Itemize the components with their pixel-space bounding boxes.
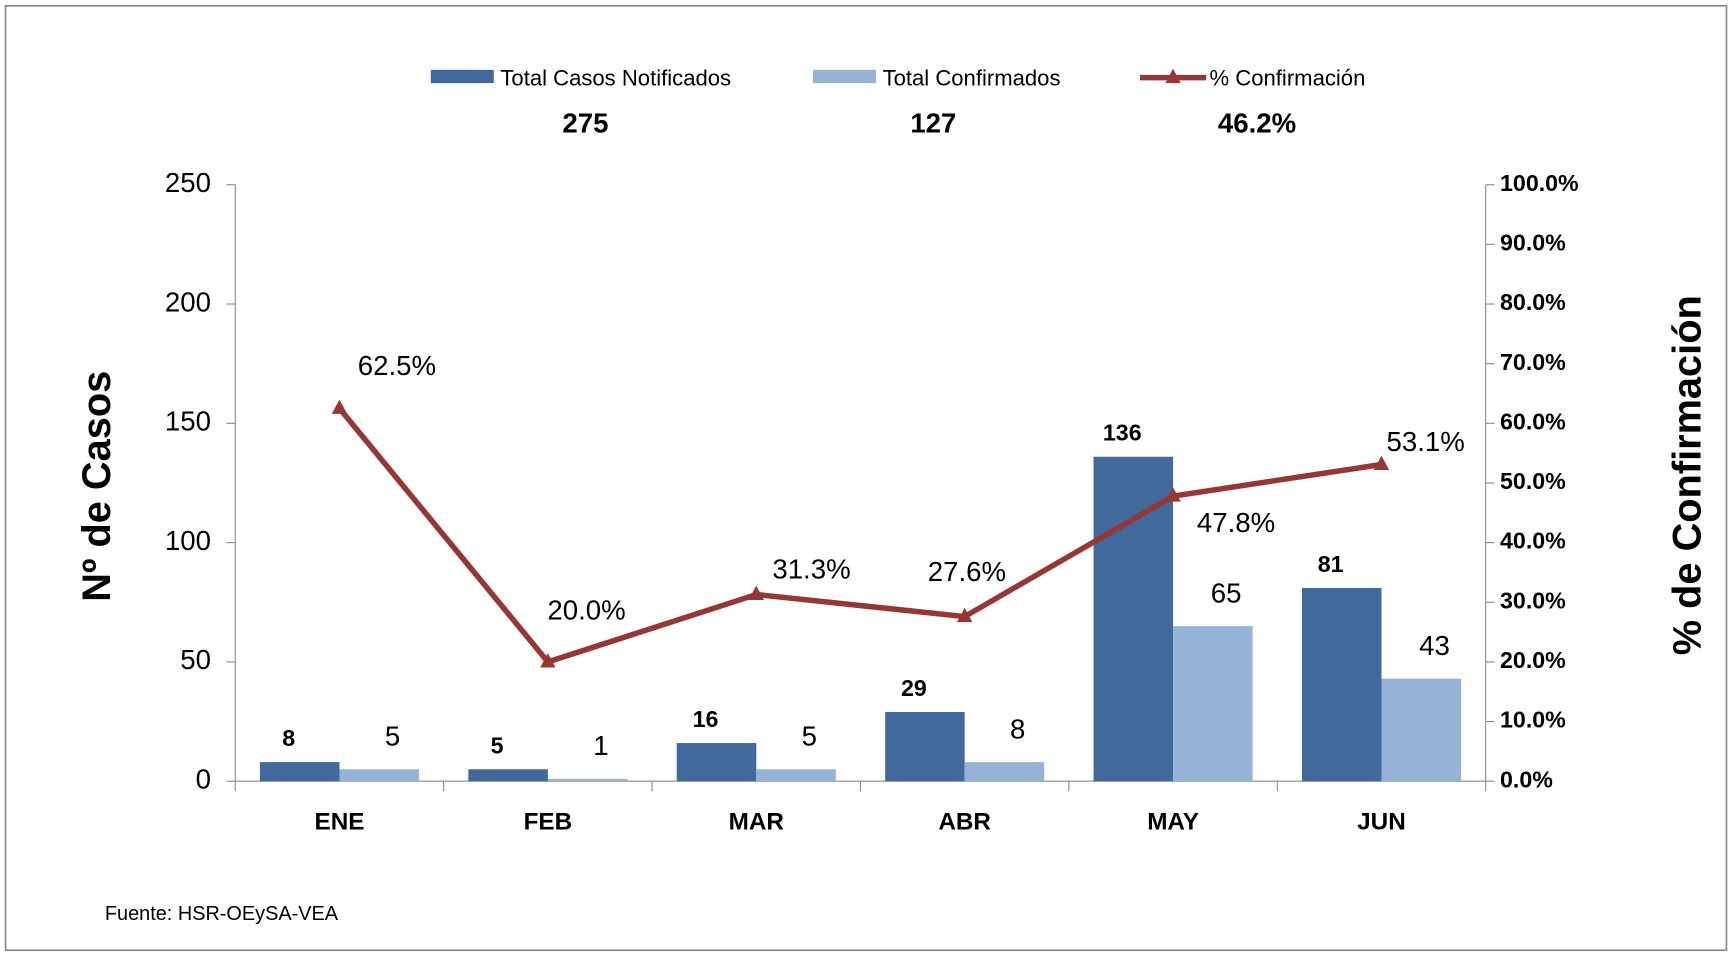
line-marker (331, 399, 348, 414)
y-axis-label: Nº de Casos (75, 371, 119, 602)
y2-axis-label: % de Confirmación (1666, 295, 1710, 655)
bar (259, 762, 340, 782)
line-label: 47.8% (1197, 507, 1275, 538)
y2-tick-label: 50.0% (1500, 468, 1566, 494)
y2-tick-label: 100.0% (1500, 170, 1579, 196)
bar (1093, 456, 1174, 782)
line (337, 406, 1382, 666)
line-marker (956, 607, 973, 623)
data-label: 43 (1419, 630, 1450, 661)
y-tick-label: 0 (196, 764, 211, 795)
line-label: 31.3% (772, 554, 850, 585)
data-label: 5 (802, 721, 817, 752)
bar (885, 712, 965, 782)
x-tick-label: JUN (1357, 809, 1406, 836)
y-tick-label: 200 (165, 286, 211, 317)
data-label: 8 (1010, 713, 1025, 744)
bar (339, 769, 420, 782)
bar (468, 769, 548, 782)
y2-tick-label: 0.0% (1500, 766, 1553, 792)
legend-label: Total Casos Notificados (500, 66, 731, 91)
legend-label: % Confirmación (1210, 66, 1366, 91)
bar (964, 762, 1045, 782)
x-tick-label: ENE (314, 809, 364, 836)
data-label: 65 (1211, 577, 1242, 608)
legend-swatch (812, 69, 876, 84)
data-label: 16 (693, 706, 719, 732)
y2-tick-label: 20.0% (1500, 647, 1566, 673)
bar (756, 769, 836, 782)
x-tick-label: MAY (1147, 809, 1199, 836)
data-label: 136 (1103, 420, 1142, 446)
y-tick-label: 100 (165, 525, 211, 556)
line-label: 20.0% (547, 595, 625, 626)
bar (547, 778, 628, 782)
line-label: 27.6% (928, 556, 1006, 587)
line-marker (540, 653, 556, 668)
data-label: 8 (282, 725, 295, 751)
y2-tick-label: 80.0% (1500, 289, 1566, 315)
y2-tick-label: 70.0% (1500, 349, 1566, 375)
line-marker (748, 585, 765, 601)
data-label: 29 (901, 675, 927, 701)
x-tick-label: MAR (729, 809, 785, 836)
legend-total: 46.2% (1218, 107, 1296, 138)
data-label: 81 (1318, 551, 1344, 577)
data-label: 5 (491, 732, 504, 758)
bar (1381, 678, 1462, 782)
bar (1301, 587, 1382, 782)
line-label: 53.1% (1387, 426, 1465, 457)
legend-marker (1165, 68, 1181, 84)
chart-border (4, 4, 1728, 952)
bar (676, 743, 757, 782)
line-marker (1165, 487, 1181, 502)
y2-tick-label: 10.0% (1500, 707, 1566, 733)
y2-tick-label: 90.0% (1500, 230, 1566, 256)
legend-total: 275 (562, 107, 608, 138)
legend-swatch (430, 69, 494, 84)
x-tick-label: ABR (938, 809, 991, 836)
y-tick-label: 150 (165, 406, 211, 437)
data-label: 5 (385, 721, 400, 752)
y2-tick-label: 60.0% (1500, 408, 1566, 434)
line-marker (1373, 455, 1390, 471)
legend-label: Total Confirmados (883, 66, 1061, 91)
y2-tick-label: 40.0% (1500, 528, 1566, 554)
bar (1173, 626, 1253, 782)
y2-tick-label: 30.0% (1500, 587, 1566, 613)
line-label: 62.5% (358, 350, 436, 381)
data-label: 1 (593, 730, 608, 761)
y-tick-label: 250 (165, 167, 211, 198)
legend-total: 127 (910, 107, 956, 138)
source-note: Fuente: HSR-OEySA-VEA (105, 903, 339, 925)
y-tick-label: 50 (180, 644, 211, 675)
x-tick-label: FEB (524, 809, 573, 836)
